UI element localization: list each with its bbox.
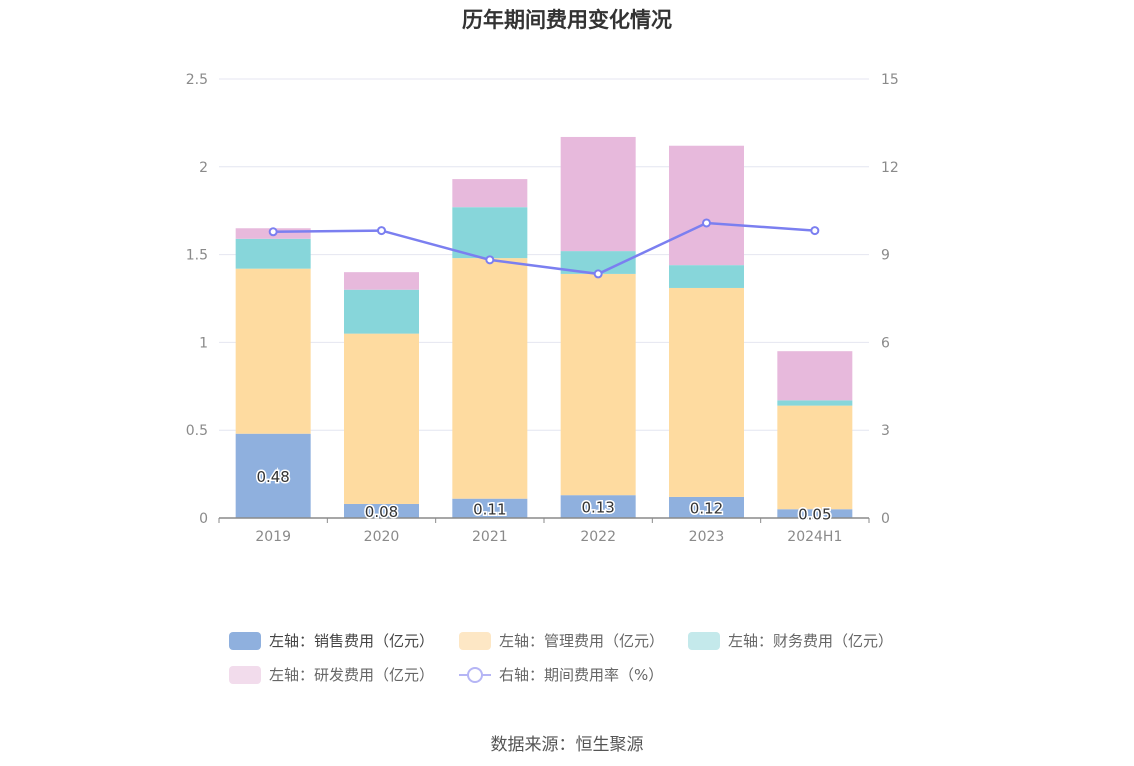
- source-note: 数据来源：恒生聚源: [490, 735, 644, 755]
- x-tick-label: 2021: [472, 529, 508, 545]
- x-tick-label: 2022: [580, 529, 616, 545]
- data-labels: 0.48 0.08 0.11 0.13 0.12 0.05: [255, 466, 833, 525]
- legend-swatch-rnd: [229, 665, 261, 684]
- rate-point: [485, 255, 495, 265]
- legend-label-admin: 左轴：管理费用（亿元）: [499, 632, 665, 650]
- chart-plot: 0 0.5 1 1.5 2 2.5 0 3 6 9 12 15 2019 2020 2021 2022 2023…: [186, 72, 899, 545]
- right-tick-label: 12: [881, 160, 899, 176]
- legend-swatch-rate: [459, 666, 491, 684]
- rate-point: [593, 269, 603, 279]
- left-tick-label: 2: [199, 160, 208, 176]
- bar-segment-rnd: [452, 179, 528, 208]
- bar-segment-finance: [669, 265, 744, 288]
- bar-segment-sales: [235, 433, 311, 518]
- grid-lines: [219, 78, 869, 431]
- right-tick-label: 9: [881, 248, 890, 264]
- left-tick-label: 1: [199, 335, 208, 351]
- rate-point: [268, 227, 278, 237]
- rate-point: [810, 226, 820, 236]
- bar-segment-admin: [560, 273, 636, 496]
- x-tick-label: 2024H1: [787, 529, 842, 545]
- bar-segment-admin: [452, 258, 528, 499]
- bar-segment-sales: [344, 503, 419, 518]
- sales-data-label: 0.12: [690, 499, 723, 517]
- axes: 0 0.5 1 1.5 2 2.5 0 3 6 9 12 15 2019 2020 2021 2022 2023…: [186, 72, 899, 545]
- bar-segment-rnd: [560, 136, 636, 252]
- sales-data-label: 0.48: [256, 468, 289, 486]
- bar-segment-rnd: [669, 145, 744, 266]
- bar-segment-sales: [452, 498, 528, 518]
- left-tick-label: 0: [199, 511, 208, 527]
- legend-label-sales: 左轴：销售费用（亿元）: [269, 632, 435, 650]
- right-tick-label: 3: [881, 423, 890, 439]
- right-tick-label: 6: [881, 335, 890, 351]
- bar-segment-sales: [777, 509, 853, 518]
- sales-data-label: 0.05: [798, 506, 831, 524]
- left-tick-label: 1.5: [186, 248, 208, 264]
- legend-item-rate[interactable]: 右轴：期间费用率（%）: [459, 664, 663, 685]
- bar-segment-admin: [344, 333, 419, 504]
- x-tick-label: 2020: [364, 529, 400, 545]
- right-tick-label: 15: [881, 72, 899, 88]
- bar-segment-rnd: [777, 351, 853, 401]
- rate-point: [377, 226, 386, 236]
- bar-segment-finance: [777, 400, 853, 406]
- legend-item-sales[interactable]: 左轴：销售费用（亿元）: [229, 630, 434, 651]
- legend-swatch-finance: [688, 631, 720, 650]
- bar-segment-admin: [669, 287, 744, 497]
- legend-swatch-sales: [229, 631, 261, 650]
- rate-line: [268, 218, 820, 279]
- left-tick-label: 0.5: [186, 423, 208, 439]
- rate-point: [702, 218, 711, 228]
- bar-segment-finance: [235, 238, 311, 269]
- sales-data-label: 0.08: [365, 503, 398, 521]
- legend-label-rnd: 左轴：研发费用（亿元）: [269, 666, 435, 684]
- bar-segment-admin: [777, 405, 853, 510]
- sales-data-label: 0.11: [473, 500, 506, 518]
- legend-swatch-admin: [459, 631, 491, 650]
- legend-label-finance: 左轴：财务费用（亿元）: [728, 632, 894, 650]
- bar-segment-sales: [669, 496, 744, 518]
- x-tick-label: 2019: [255, 529, 291, 545]
- sales-data-label: 0.13: [581, 499, 614, 517]
- bar-segment-admin: [235, 268, 311, 434]
- legend-item-rnd[interactable]: 左轴：研发费用（亿元）: [229, 664, 434, 685]
- bars: [235, 136, 853, 518]
- x-tick-label: 2023: [689, 529, 725, 545]
- legend-item-admin[interactable]: 左轴：管理费用（亿元）: [459, 630, 664, 651]
- bar-segment-finance: [560, 251, 636, 274]
- rate-line-path: [273, 221, 815, 276]
- left-tick-label: 2.5: [186, 72, 208, 88]
- chart-title: 历年期间费用变化情况: [462, 8, 672, 32]
- bar-segment-rnd: [344, 272, 419, 290]
- right-tick-label: 0: [881, 511, 890, 527]
- bar-segment-finance: [452, 207, 528, 259]
- bar-segment-finance: [344, 289, 419, 334]
- legend-label-rate: 右轴：期间费用率（%）: [499, 666, 664, 684]
- bar-segment-sales: [560, 495, 636, 518]
- legend-item-finance[interactable]: 左轴：财务费用（亿元）: [688, 630, 893, 651]
